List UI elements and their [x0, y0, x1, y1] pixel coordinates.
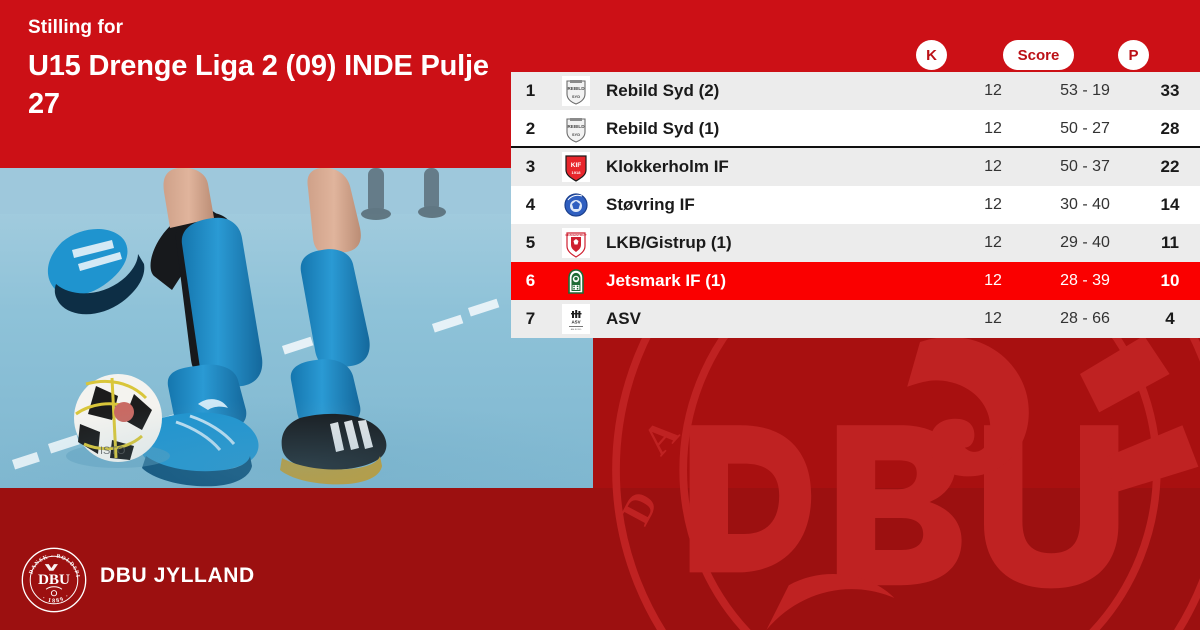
row-matches: 12 [984, 82, 1002, 99]
row-team-name: Klokkerholm IF [606, 157, 729, 176]
row-team-name: Rebild Syd (2) [606, 81, 720, 100]
row-rank: 4 [525, 195, 536, 214]
row-score: 53 - 19 [1060, 82, 1110, 99]
rebild-syd-badge: REBILD SYD [562, 76, 590, 106]
row-team-name: ASV [606, 309, 641, 328]
row-score: 28 - 66 [1060, 310, 1110, 327]
column-header-matches: K [916, 40, 947, 70]
table-row[interactable]: 7 ASV AALBORG ASV 12 28 - 66 [511, 300, 1200, 338]
svg-text:LKB/GISTRUP: LKB/GISTRUP [566, 233, 587, 237]
column-header-points: P [1118, 40, 1149, 70]
row-score: 30 - 40 [1060, 196, 1110, 213]
svg-text:DBU: DBU [38, 571, 70, 588]
row-rank: 1 [525, 81, 536, 100]
row-points: 14 [1160, 195, 1180, 214]
row-score: 50 - 37 [1060, 158, 1110, 175]
row-rank: 3 [525, 157, 536, 176]
row-rank: 5 [525, 233, 536, 252]
footer-band [0, 488, 1200, 630]
team-logo-cell [550, 190, 602, 220]
header-text-block: Stilling for U15 Drenge Liga 2 (09) INDE… [28, 17, 498, 123]
dbu-seal-logo: DANSK · BOLDSPIL · UNION · 1889 · DBU [18, 543, 87, 613]
row-points: 22 [1160, 157, 1180, 176]
row-points: 4 [1165, 309, 1175, 328]
svg-text:REBILD: REBILD [567, 124, 585, 129]
row-team-name: Rebild Syd (1) [606, 119, 720, 138]
table-header: K Score P [511, 40, 1200, 72]
svg-text:· 1889 ·: · 1889 · [41, 593, 71, 605]
table-row[interactable]: 4 Støvring IF 12 30 - 40 14 [511, 186, 1200, 224]
row-team-name: LKB/Gistrup (1) [606, 233, 732, 252]
table-row[interactable]: 2 REBILD SYD Rebild Syd (1) 12 50 - 27 2… [511, 110, 1200, 148]
page-title: U15 Drenge Liga 2 (09) INDE Pulje 27 [28, 49, 489, 120]
kicker-label: Stilling for [28, 17, 124, 38]
team-logo-cell [550, 266, 602, 296]
table-row[interactable]: 3 KIF 1918 Klokkerholm IF 12 50 - 37 22 [511, 148, 1200, 186]
row-points: 28 [1160, 119, 1180, 138]
row-matches: 12 [984, 272, 1002, 289]
row-team-name: Jetsmark IF (1) [606, 271, 726, 290]
futsal-photo: ISTO [0, 168, 593, 488]
team-logo-cell: REBILD SYD [550, 76, 602, 106]
svg-text:SYD: SYD [572, 94, 580, 99]
team-logo-cell: ASV AALBORG [550, 304, 602, 334]
table-row[interactable]: 5 LKB/GISTRUP LKB/Gistrup (1) 12 29 - 40… [511, 224, 1200, 262]
svg-text:AALBORG: AALBORG [571, 328, 582, 331]
row-points: 10 [1160, 271, 1180, 290]
team-logo-cell: KIF 1918 [550, 152, 602, 182]
row-matches: 12 [984, 234, 1002, 251]
row-rank: 6 [525, 271, 536, 290]
column-header-score: Score [1003, 40, 1074, 70]
row-matches: 12 [984, 120, 1002, 137]
asv-badge: ASV AALBORG [562, 304, 590, 334]
team-logo-cell: LKB/GISTRUP [550, 228, 602, 258]
rebild-syd-badge: REBILD SYD [562, 114, 590, 144]
row-matches: 12 [984, 158, 1002, 175]
klokkerholm-badge: KIF 1918 [562, 152, 590, 182]
row-score: 28 - 39 [1060, 272, 1110, 289]
row-rank: 2 [525, 119, 536, 138]
svg-text:REBILD: REBILD [567, 86, 585, 91]
row-points: 33 [1160, 81, 1180, 100]
team-logo-cell: REBILD SYD [550, 114, 602, 144]
standings-table: 1 REBILD SYD Rebild Syd (2) 12 53 - 19 3… [511, 72, 1200, 338]
table-row[interactable]: 1 REBILD SYD Rebild Syd (2) 12 53 - 19 3… [511, 72, 1200, 110]
jetsmark-badge [568, 269, 584, 294]
row-score: 50 - 27 [1060, 120, 1110, 137]
svg-text:1918: 1918 [572, 170, 582, 175]
svg-text:ASV: ASV [571, 320, 580, 325]
row-points: 11 [1161, 233, 1179, 252]
row-matches: 12 [984, 310, 1002, 327]
footer-wordmark: DBU JYLLAND [100, 564, 255, 587]
row-team-name: Støvring IF [606, 195, 695, 214]
row-rank: 7 [525, 309, 536, 328]
lkb-gistrup-badge: LKB/GISTRUP [562, 228, 590, 258]
stovring-badge [562, 190, 590, 220]
table-row-highlighted[interactable]: 6 Jetsmark IF (1) 12 [511, 262, 1200, 300]
row-matches: 12 [984, 196, 1002, 213]
svg-text:SYD: SYD [572, 132, 580, 137]
svg-text:KIF: KIF [571, 162, 582, 169]
row-score: 29 - 40 [1060, 234, 1110, 251]
